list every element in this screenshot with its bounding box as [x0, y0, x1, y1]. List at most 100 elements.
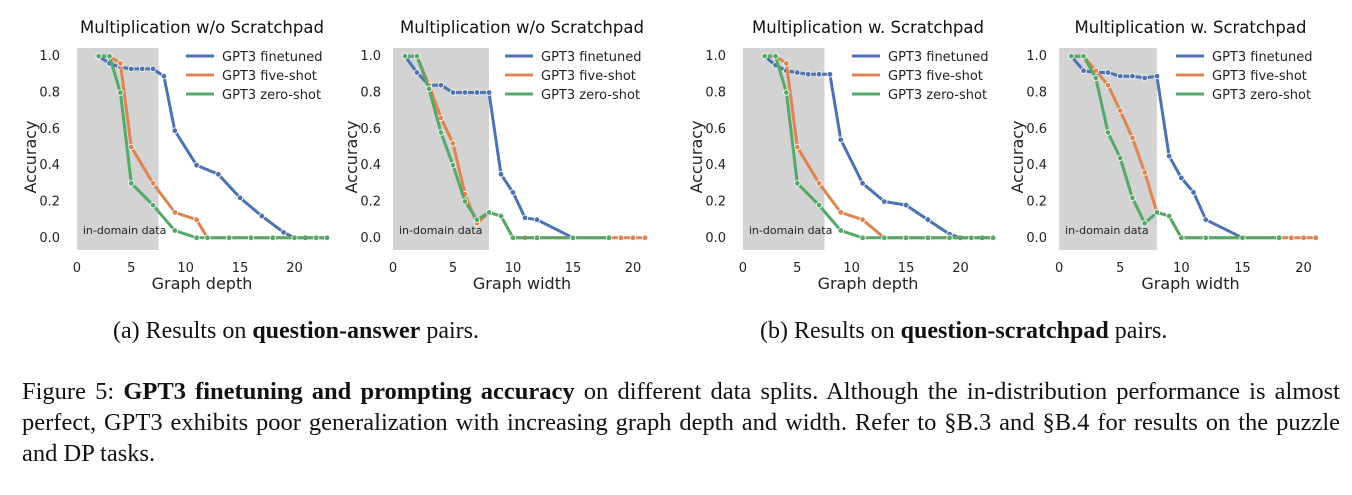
- x-tick-label: 5: [793, 261, 801, 276]
- data-point: [794, 69, 801, 76]
- y-tick-label: 0.6: [1026, 122, 1047, 137]
- legend-label: GPT3 zero-shot: [888, 88, 987, 103]
- y-tick-label: 0.0: [1026, 231, 1047, 246]
- legend-label: GPT3 zero-shot: [541, 88, 640, 103]
- data-point: [794, 143, 801, 151]
- subcaption-b: (b) Results on question-scratchpad pairs…: [760, 318, 1167, 345]
- data-point: [1117, 72, 1124, 80]
- y-tick-label: 0.0: [39, 231, 60, 246]
- data-point: [106, 52, 113, 60]
- legend-label: GPT3 zero-shot: [222, 88, 321, 103]
- x-tick-label: 15: [232, 261, 249, 276]
- data-point: [1202, 216, 1209, 223]
- data-point: [569, 234, 577, 242]
- x-tick-label: 20: [625, 261, 642, 276]
- data-point: [1202, 234, 1209, 242]
- data-point: [437, 82, 445, 89]
- data-point: [269, 234, 276, 242]
- data-point: [815, 180, 823, 187]
- data-point: [783, 89, 790, 96]
- chart-panel-4: in-domain data 0.0 0.2 0.4 0.6 0.8 1.0 0 5 10 15 20…: [1008, 18, 1319, 293]
- data-point: [989, 234, 997, 242]
- data-point: [1239, 234, 1246, 242]
- y-tick-label: 0.6: [39, 122, 60, 137]
- y-tick-label: 0.0: [360, 231, 381, 246]
- data-point: [160, 72, 168, 80]
- data-point: [138, 65, 146, 73]
- chart-title: Multiplication w. Scratchpad: [1075, 18, 1307, 37]
- data-point: [859, 180, 866, 187]
- data-point: [171, 209, 178, 216]
- caption-label: Figure 5:: [22, 378, 115, 405]
- data-point: [225, 234, 233, 242]
- data-point: [193, 234, 200, 242]
- data-point: [761, 52, 768, 60]
- subcaption-a-bold: question-answer: [252, 318, 421, 344]
- data-point: [924, 234, 932, 242]
- y-tick-label: 1.0: [705, 49, 726, 64]
- data-point: [1104, 69, 1112, 76]
- data-point: [1312, 234, 1319, 242]
- y-tick-label: 0.6: [360, 122, 381, 137]
- data-point: [1190, 189, 1197, 196]
- legend-label: GPT3 finetuned: [888, 50, 989, 65]
- data-point: [117, 89, 124, 96]
- subcaption-a-suffix: pairs.: [420, 318, 479, 344]
- y-tick-label: 0.2: [705, 195, 726, 210]
- series-line-3: [97, 54, 329, 240]
- data-point: [401, 52, 409, 60]
- data-point: [1165, 212, 1173, 220]
- data-point: [1129, 194, 1136, 202]
- data-point: [629, 234, 637, 242]
- x-tick-label: 5: [1116, 261, 1124, 276]
- y-tick-label: 0.8: [360, 86, 381, 101]
- x-tick-label: 0: [1055, 261, 1063, 276]
- legend-label: GPT3 finetuned: [541, 50, 642, 65]
- data-point: [1300, 234, 1307, 242]
- data-point: [533, 234, 541, 242]
- x-tick-label: 5: [449, 261, 457, 276]
- x-tick-label: 10: [843, 261, 860, 276]
- data-point: [236, 194, 244, 202]
- data-point: [1141, 169, 1148, 176]
- y-tick-label: 1.0: [1026, 49, 1047, 64]
- data-point: [1165, 152, 1173, 160]
- data-point: [815, 201, 823, 209]
- data-point: [837, 227, 844, 234]
- data-point: [902, 234, 910, 242]
- subcaption-a-prefix: (a) Results on: [113, 318, 253, 344]
- data-point: [149, 180, 157, 187]
- data-point: [509, 234, 517, 242]
- data-point: [280, 229, 287, 236]
- data-point: [128, 65, 135, 73]
- data-point: [837, 209, 844, 216]
- legend-label: GPT3 zero-shot: [1212, 88, 1311, 103]
- data-point: [473, 89, 481, 96]
- y-axis-label: Accuracy: [687, 120, 706, 193]
- data-point: [1129, 134, 1136, 142]
- data-point: [323, 234, 331, 242]
- legend-label: GPT3 finetuned: [222, 50, 323, 65]
- y-tick-label: 0.8: [705, 86, 726, 101]
- in-domain-label: in-domain data: [749, 224, 832, 237]
- data-point: [171, 127, 178, 134]
- data-point: [1117, 107, 1124, 114]
- x-tick-label: 20: [286, 261, 303, 276]
- x-tick-label: 10: [177, 261, 194, 276]
- data-point: [215, 171, 222, 178]
- chart-panel-3: in-domain data 0.0 0.2 0.4 0.6 0.8 1.0 0 5 10 15 20…: [687, 18, 997, 293]
- chart-title: Multiplication w/o Scratchpad: [400, 18, 644, 37]
- data-point: [485, 209, 493, 216]
- data-point: [149, 201, 157, 209]
- data-point: [902, 201, 910, 209]
- data-point: [815, 71, 823, 78]
- chart-panel-1: in-domain data 0.0 0.2 0.4 0.6 0.8 1.0 0 5 10 15 20…: [21, 18, 331, 293]
- data-point: [859, 234, 866, 242]
- x-axis-label: Graph width: [473, 274, 571, 293]
- x-axis-label: Graph width: [1141, 274, 1239, 293]
- data-point: [1104, 82, 1112, 89]
- data-point: [247, 234, 255, 242]
- y-tick-label: 0.4: [1026, 158, 1047, 173]
- data-point: [1288, 234, 1295, 242]
- data-point: [1178, 174, 1185, 182]
